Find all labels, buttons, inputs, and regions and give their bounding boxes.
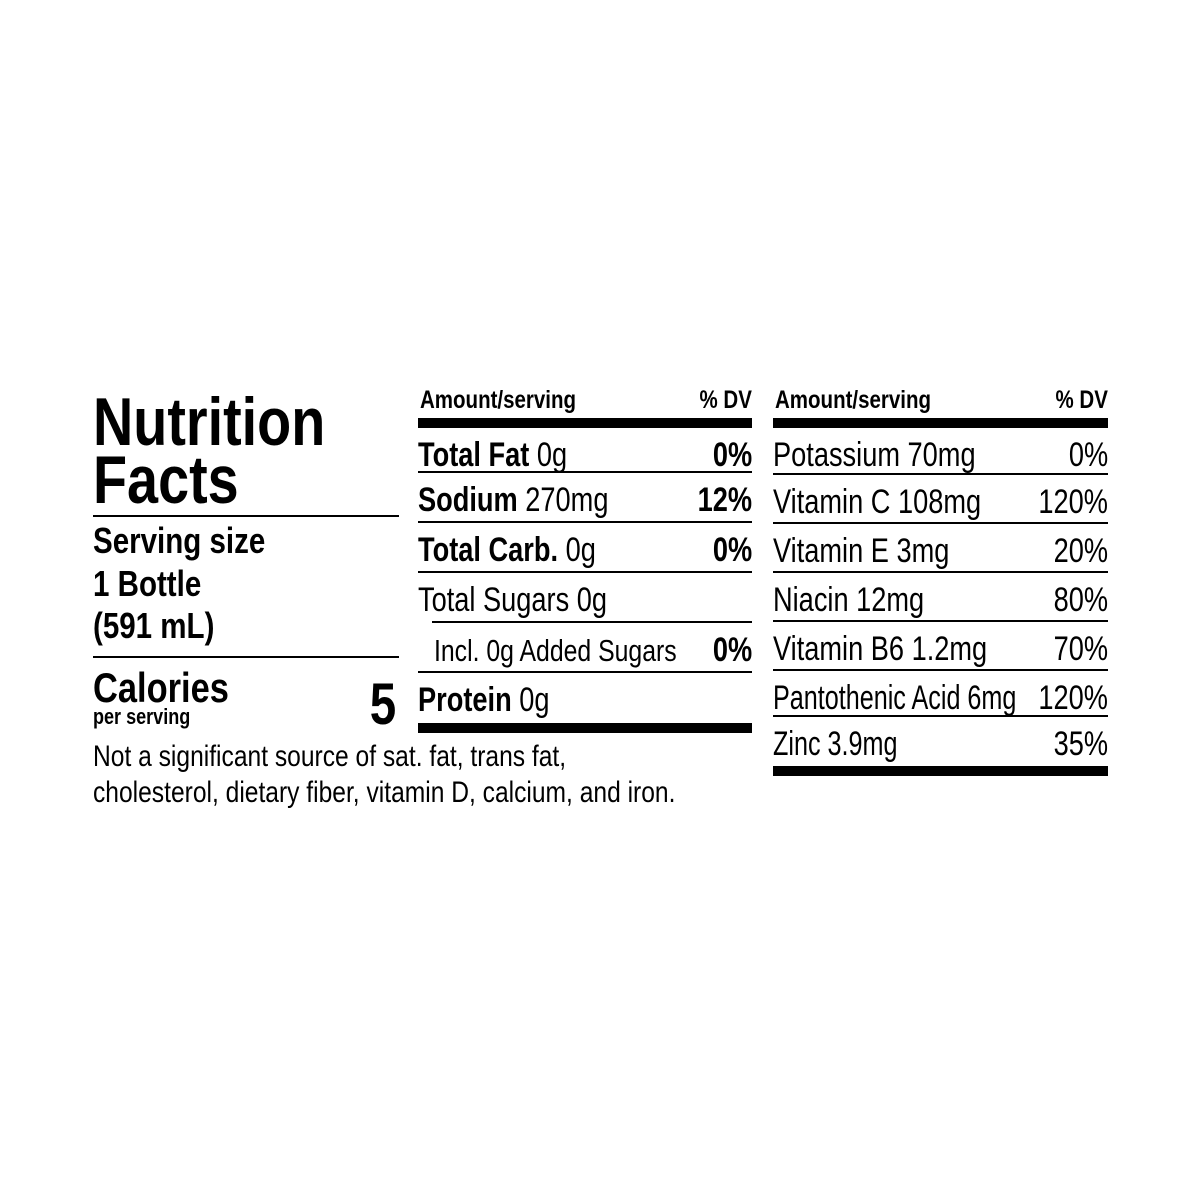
nutrient-row-vitamin-e: Vitamin E 3mg 20% xyxy=(773,524,1108,573)
nutrient-amount: 0g xyxy=(519,681,550,719)
calories-per-serving: per serving xyxy=(93,704,191,729)
serving-size-ml: (591 mL) xyxy=(93,605,215,646)
nutrient-dv: 120% xyxy=(1038,483,1108,521)
nutrient-name: Pantothenic Acid 6mg xyxy=(773,679,1017,717)
divider xyxy=(93,656,399,658)
nutrient-dv: 20% xyxy=(1053,532,1108,570)
macros-table: Amount/serving % DV Total Fat 0g 0% Sodi… xyxy=(418,380,752,740)
nutrient-name: Zinc 3.9mg xyxy=(773,725,898,763)
nutrient-row-total-fat: Total Fat 0g 0% xyxy=(418,428,752,474)
nutrient-amount: 0g xyxy=(536,436,568,474)
calories-value: 5 xyxy=(369,672,396,737)
divider xyxy=(773,715,1108,717)
nutrient-name: Total Carb. xyxy=(418,531,559,569)
nutrient-dv: 12% xyxy=(697,481,752,519)
nutrient-row-sodium: Sodium 270mg 12% xyxy=(418,473,752,523)
nutrient-row-zinc: Zinc 3.9mg 35% xyxy=(773,717,1108,766)
footnote-line-1: Not a significant source of sat. fat, tr… xyxy=(93,740,567,773)
micros-header-amount: Amount/serving xyxy=(775,386,932,414)
divider xyxy=(773,473,1108,475)
nutrient-name: Niacin 12mg xyxy=(773,581,925,619)
thick-divider xyxy=(418,723,752,733)
nutrient-dv: 0% xyxy=(712,631,752,669)
divider xyxy=(773,620,1108,622)
divider xyxy=(773,522,1108,524)
nutrient-name: Total Sugars 0g xyxy=(418,581,608,619)
nutrient-name: Vitamin E 3mg xyxy=(773,532,950,570)
nutrient-row-total-carb: Total Carb. 0g 0% xyxy=(418,523,752,573)
title-nutrition: Nutrition xyxy=(93,384,326,460)
serving-size-value: 1 Bottle xyxy=(93,563,202,604)
nutrient-name: Vitamin B6 1.2mg xyxy=(773,630,988,668)
nutrient-row-added-sugars: Incl. 0g Added Sugars 0% xyxy=(418,623,752,673)
nutrient-name: Protein xyxy=(418,681,512,719)
nutrient-row-total-sugars: Total Sugars 0g xyxy=(418,573,752,623)
divider xyxy=(418,571,752,573)
divider xyxy=(418,671,752,673)
divider xyxy=(418,521,752,523)
nutrient-row-protein: Protein 0g xyxy=(418,673,752,723)
thick-divider xyxy=(418,418,752,428)
nutrient-amount: 0g xyxy=(565,531,596,569)
nutrient-dv: 70% xyxy=(1053,630,1108,668)
nutrient-dv: 120% xyxy=(1038,679,1108,717)
nutrient-dv: 0% xyxy=(1068,436,1108,474)
calories-label: Calories xyxy=(93,664,229,711)
nutrient-name: Potassium 70mg xyxy=(773,436,976,474)
nutrient-dv: 35% xyxy=(1053,725,1108,763)
nutrient-row-vitamin-c: Vitamin C 108mg 120% xyxy=(773,475,1108,524)
micros-header-dv: % DV xyxy=(1055,386,1108,414)
divider xyxy=(93,515,399,517)
title-facts: Facts xyxy=(93,442,239,518)
macros-header-dv: % DV xyxy=(699,386,752,414)
nutrient-row-potassium: Potassium 70mg 0% xyxy=(773,428,1108,475)
footnote-line-2: cholesterol, dietary fiber, vitamin D, c… xyxy=(93,776,676,809)
nutrient-name: Vitamin C 108mg xyxy=(773,483,982,521)
nutrient-name: Total Fat xyxy=(418,436,530,474)
nutrient-name: Incl. 0g Added Sugars xyxy=(434,633,677,668)
micros-table: Amount/serving % DV Potassium 70mg 0% Vi… xyxy=(773,380,1108,780)
nutrient-dv: 0% xyxy=(712,531,752,569)
nutrient-name: Sodium xyxy=(418,481,518,519)
thick-divider xyxy=(773,766,1108,776)
divider xyxy=(418,471,752,473)
serving-size-label: Serving size xyxy=(93,520,266,561)
divider xyxy=(432,621,752,623)
divider xyxy=(773,669,1108,671)
nutrient-dv: 0% xyxy=(712,436,752,474)
nutrient-row-vitamin-b6: Vitamin B6 1.2mg 70% xyxy=(773,622,1108,671)
divider xyxy=(773,571,1108,573)
nutrient-amount: 270mg xyxy=(525,481,609,519)
nutrient-dv: 80% xyxy=(1053,581,1108,619)
macros-header-amount: Amount/serving xyxy=(420,386,577,414)
thick-divider xyxy=(773,418,1108,428)
nutrient-row-pantothenic-acid: Pantothenic Acid 6mg 120% xyxy=(773,671,1108,717)
nutrient-row-niacin: Niacin 12mg 80% xyxy=(773,573,1108,622)
